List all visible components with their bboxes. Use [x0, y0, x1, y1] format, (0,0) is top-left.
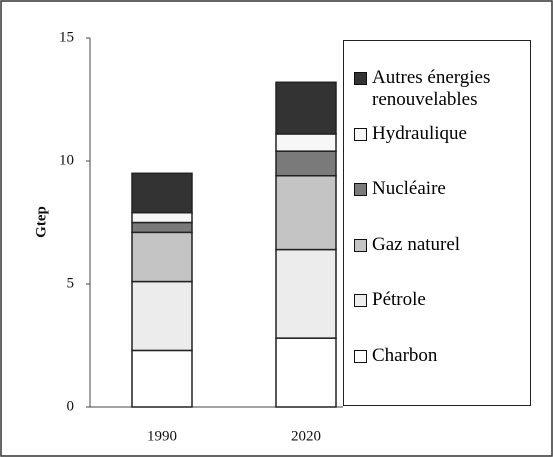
legend-swatch [354, 294, 367, 307]
y-axis-label: Gtep [33, 206, 49, 238]
legend-item: Pétrole [354, 289, 529, 311]
bar-segment [131, 211, 193, 224]
legend-label: Gaz naturel [372, 233, 461, 255]
legend-swatch [354, 349, 367, 363]
y-tick-label: 10 [59, 152, 74, 168]
x-tick-label: 1990 [147, 428, 177, 444]
x-tick-label: 2020 [291, 428, 321, 444]
y-tick-label: 15 [59, 29, 74, 45]
bar-segment [275, 248, 337, 339]
legend-item: Nucléaire [354, 178, 529, 200]
legend: Charbon Pétrole Gaz naturel Nucléaire Hydrau… [343, 40, 531, 406]
legend-label: Charbon [372, 344, 438, 366]
bar-segment [275, 150, 337, 177]
legend-item: Hydraulique [354, 123, 529, 145]
legend-label: Pétrole [372, 289, 426, 310]
legend-item: Autres énergies renouvelables [354, 67, 529, 111]
legend-swatch [354, 183, 367, 196]
legend-label: Autres énergies renouvelables [372, 67, 491, 110]
legend-label: Hydraulique [372, 122, 467, 144]
bar-segment [131, 172, 193, 214]
bar-segment [275, 175, 337, 251]
y-tick-label: 5 [67, 275, 75, 291]
bar-segment [131, 280, 193, 352]
y-tick-label: 0 [67, 398, 75, 414]
legend-label: Nucléaire [372, 178, 446, 199]
legend-swatch [354, 72, 367, 85]
bar-segment [131, 231, 193, 283]
legend-swatch [354, 238, 367, 252]
bar-segment [275, 133, 337, 152]
legend-swatch [354, 127, 367, 141]
legend-item: Charbon [354, 345, 529, 367]
bar-segment [275, 337, 337, 408]
bar-segment [131, 221, 193, 234]
bar-segment [275, 81, 337, 135]
legend-item: Gaz naturel [354, 234, 529, 256]
bar-segment [131, 349, 193, 408]
